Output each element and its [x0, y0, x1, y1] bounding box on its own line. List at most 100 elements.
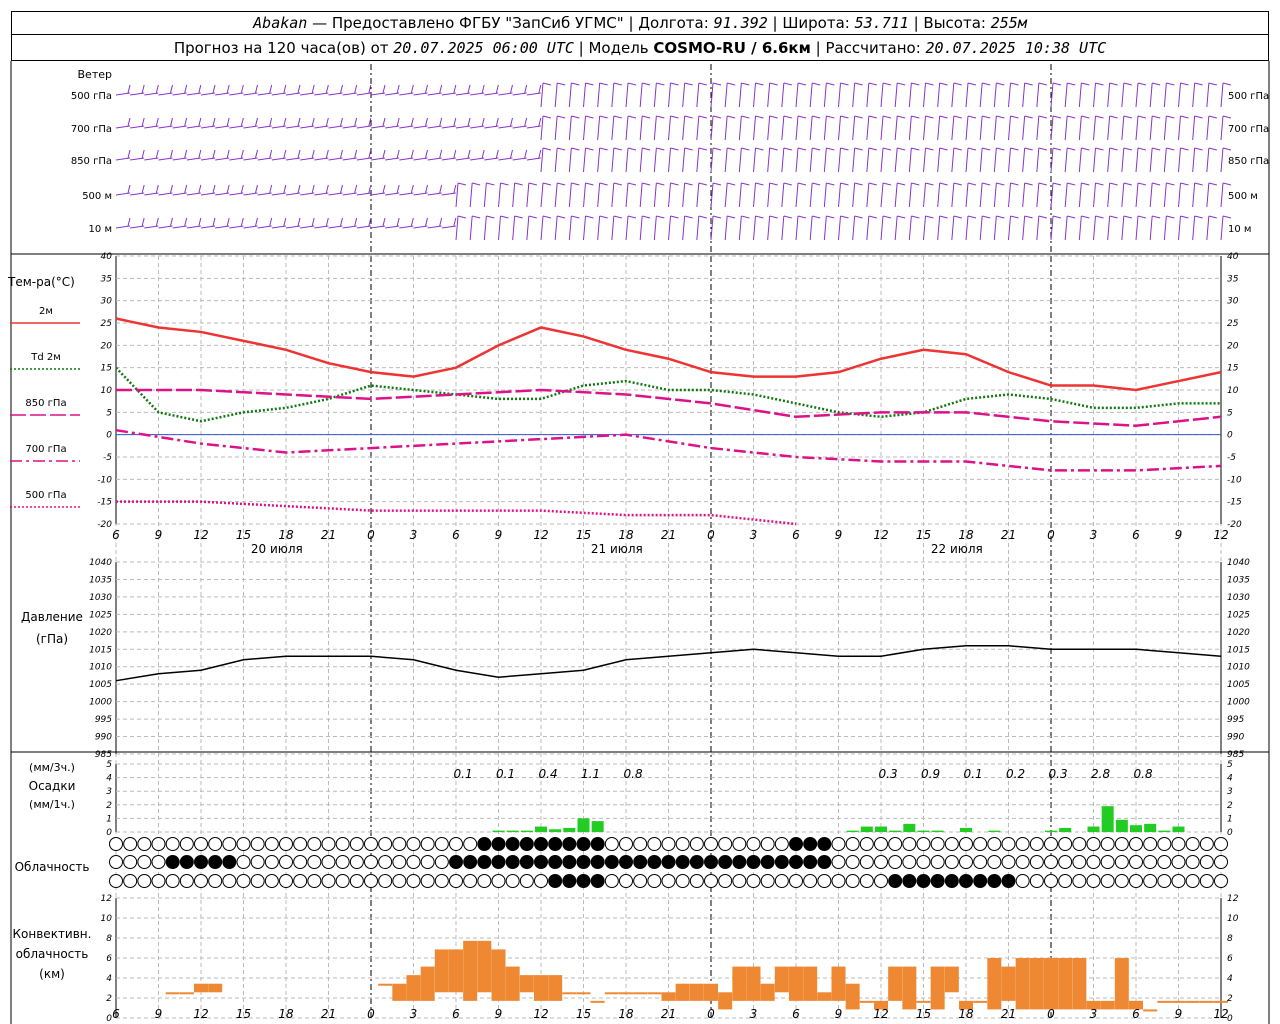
x-tick-label-bottom: 18	[618, 1007, 634, 1021]
cloud-symbol	[491, 874, 506, 888]
cloud-symbol	[774, 855, 789, 869]
wind-barb	[370, 117, 386, 129]
wind-barb	[271, 217, 287, 229]
cloud-symbol	[406, 837, 421, 851]
wind-barb	[668, 182, 679, 208]
cloud-symbol	[378, 874, 393, 888]
wind-barb	[512, 149, 528, 161]
wind-barb	[186, 117, 202, 129]
wind-barb	[469, 182, 481, 208]
cloud-symbol	[1114, 874, 1129, 888]
pressure-tick-label: 995	[95, 715, 112, 725]
cloud-symbol	[137, 874, 152, 888]
conv-bar	[874, 1000, 888, 1010]
temp-tick-label: 15	[101, 364, 113, 374]
temp-tick-label: 0	[106, 431, 112, 441]
cloud-symbol	[307, 837, 322, 851]
wind-barb	[568, 182, 580, 208]
precip-total: 0.8	[624, 767, 643, 781]
wind-barb	[823, 115, 835, 141]
conv-tick-label: 12	[101, 894, 113, 904]
cloud-symbol	[916, 874, 931, 888]
precip-total: 0.1	[496, 767, 515, 781]
wind-barb	[682, 82, 693, 108]
cloud-symbol	[151, 855, 166, 869]
cloud-symbol	[633, 837, 648, 851]
cloud-symbol	[194, 874, 208, 888]
wind-barb	[993, 215, 1005, 241]
wind-barb	[937, 215, 948, 241]
conv-title: Конвективн.	[13, 927, 92, 941]
wind-barb	[795, 147, 807, 173]
cloud-symbol	[1044, 874, 1058, 888]
wind-barb	[653, 115, 665, 141]
wind-barb	[1163, 115, 1175, 141]
cloud-symbol	[1214, 837, 1228, 851]
wind-barb	[568, 115, 580, 141]
wind-barb	[130, 217, 145, 229]
temp-legend-label: 2м	[39, 306, 53, 317]
wind-barb	[639, 115, 651, 141]
wind-barb	[399, 117, 414, 129]
wind-barb	[1064, 182, 1076, 208]
wind-barb	[583, 182, 594, 208]
x-tick-label-bottom: 15	[916, 1007, 931, 1021]
wind-barb	[130, 84, 145, 96]
cloud-symbol	[874, 855, 888, 869]
wind-barb	[243, 84, 258, 96]
cloud-symbol	[661, 855, 676, 869]
precip-total: 0.3	[879, 767, 898, 781]
precip-tick-label: 4	[1227, 774, 1233, 784]
cloud-symbol	[1157, 874, 1172, 888]
conv-bar	[1001, 966, 1016, 1001]
wind-barb	[1008, 215, 1019, 241]
wind-barb	[880, 182, 892, 208]
cloud-symbol	[179, 837, 194, 851]
wind-barb	[115, 217, 131, 229]
conv-bar	[916, 1000, 931, 1003]
x-tick-label-bottom: 6	[112, 1007, 120, 1021]
precip-total: 0.4	[539, 767, 558, 781]
precip-unit3: (мм/3ч.)	[29, 761, 75, 774]
x-tick-label: 15	[236, 528, 251, 542]
wind-barb	[894, 115, 906, 141]
temp-tick-label: -5	[103, 453, 112, 463]
wind-barb	[1050, 82, 1062, 108]
wind-barb	[1220, 82, 1232, 108]
precip-bar	[875, 826, 887, 832]
x-tick-label-bottom: 9	[835, 1007, 843, 1021]
wind-barb	[498, 182, 509, 208]
wind-barb	[455, 117, 471, 129]
wind-barb	[724, 182, 736, 208]
wind-barb	[540, 115, 552, 141]
wind-barb	[894, 182, 906, 208]
cloud-symbol	[420, 837, 435, 851]
conv-bar	[661, 992, 676, 1001]
cloud-symbol	[1058, 855, 1073, 869]
wind-barb	[1135, 82, 1147, 108]
cloud-symbol	[604, 874, 619, 888]
x-tick-label-bottom: 3	[410, 1007, 418, 1021]
wind-barb	[696, 215, 707, 241]
wind-level-label: 700 гПа	[1228, 124, 1269, 135]
conv-bar	[548, 975, 563, 1001]
clouds-title: Облачность	[15, 860, 90, 874]
cloud-symbol	[718, 837, 733, 851]
conv-bar	[406, 975, 421, 1001]
conv-bar	[463, 940, 478, 1001]
conv-tick-label: 8	[1227, 934, 1233, 944]
wind-barb	[696, 182, 707, 208]
wind-barb	[852, 147, 863, 173]
wind-barb	[880, 215, 892, 241]
wind-barb	[1008, 147, 1019, 173]
lon-label: Долгота:	[638, 14, 709, 32]
conv-bar	[604, 992, 619, 995]
temp-legend-label: 850 гПа	[25, 398, 66, 409]
wind-barb	[809, 182, 821, 208]
wind-barb	[144, 217, 159, 229]
conv-bar	[1044, 958, 1058, 1010]
wind-barb	[866, 215, 877, 241]
cloud-symbol	[477, 837, 492, 851]
cloud-symbol	[534, 837, 548, 851]
